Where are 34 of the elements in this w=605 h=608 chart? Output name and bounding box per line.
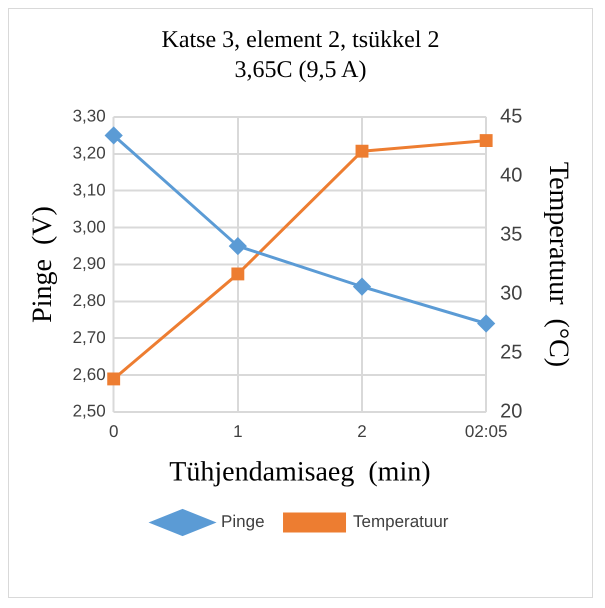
point bbox=[107, 372, 120, 386]
y-tick-label: 3,00 bbox=[72, 217, 106, 236]
point bbox=[354, 278, 370, 296]
y2-tick-label: 25 bbox=[500, 342, 522, 364]
y2-axis-title: Temperatuur (°C) bbox=[542, 162, 574, 368]
x-tick-label: 1 bbox=[233, 422, 243, 441]
point bbox=[478, 315, 495, 332]
y-tick-label: 3,20 bbox=[72, 144, 106, 163]
chart-subtitle: 3,65C (9,5 A) bbox=[234, 56, 368, 85]
y-tick-label: 2,80 bbox=[72, 291, 106, 310]
y-tick-label: 2,60 bbox=[72, 364, 106, 384]
y-tick-label: 3,10 bbox=[72, 180, 106, 200]
x-tick-label: 2 bbox=[357, 422, 367, 441]
x-axis-title: Tühjendamisaeg (min) bbox=[169, 456, 431, 488]
y-tick-label: 2,70 bbox=[72, 328, 106, 347]
y2-tick-label: 20 bbox=[500, 400, 522, 423]
y-tick-label: 3,30 bbox=[72, 106, 106, 126]
y2-tick-label: 30 bbox=[500, 282, 522, 305]
legend-label: Temperatuur bbox=[353, 512, 449, 532]
point bbox=[105, 126, 122, 144]
chart-title: Katse 3, element 2, tsükkel 2 bbox=[160, 26, 440, 55]
point bbox=[229, 238, 246, 255]
y-tick-label: 2,50 bbox=[72, 402, 106, 421]
legend-label: Pinge bbox=[221, 512, 265, 532]
point bbox=[231, 267, 244, 280]
y2-tick-label: 45 bbox=[500, 106, 522, 128]
y-tick-label: 2,90 bbox=[72, 254, 106, 274]
y2-tick-label: 40 bbox=[500, 164, 522, 187]
y-axis-title: Pinge (V) bbox=[27, 206, 58, 323]
x-tick-label: 02:05 bbox=[464, 422, 508, 441]
point bbox=[480, 134, 493, 148]
point bbox=[356, 144, 368, 158]
x-tick-label: 0 bbox=[108, 422, 118, 441]
y2-tick-label: 35 bbox=[500, 224, 522, 246]
